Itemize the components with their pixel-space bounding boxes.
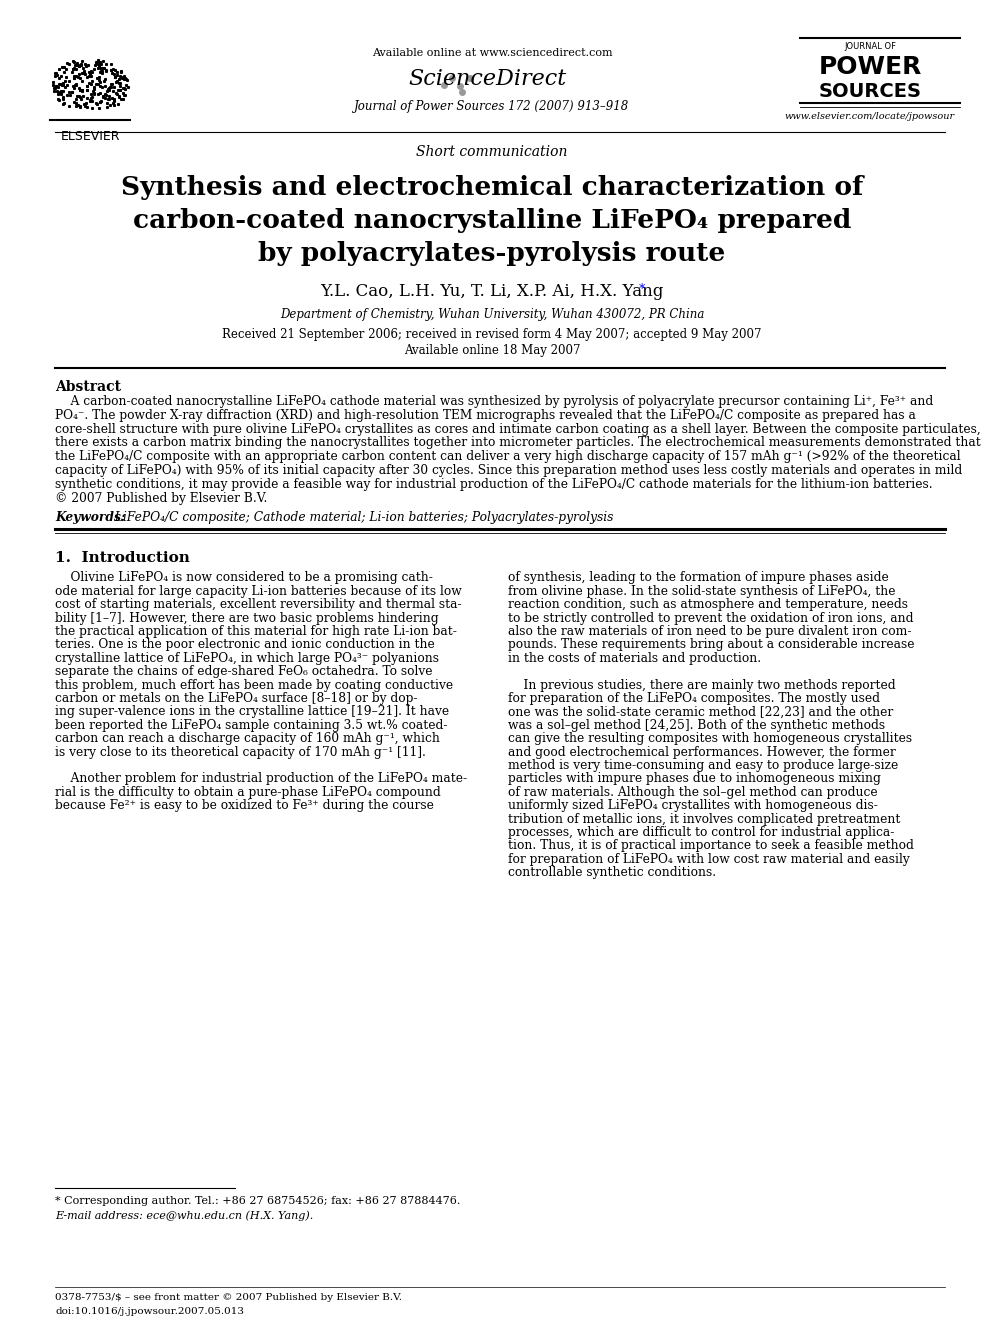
- Text: Received 21 September 2006; received in revised form 4 May 2007; accepted 9 May : Received 21 September 2006; received in …: [222, 328, 762, 341]
- Text: particles with impure phases due to inhomogeneous mixing: particles with impure phases due to inho…: [508, 773, 881, 786]
- Text: Olivine LiFePO₄ is now considered to be a promising cath-: Olivine LiFePO₄ is now considered to be …: [55, 572, 433, 585]
- Text: crystalline lattice of LiFePO₄, in which large PO₄³⁻ polyanions: crystalline lattice of LiFePO₄, in which…: [55, 652, 439, 664]
- Text: Keywords:: Keywords:: [55, 512, 125, 524]
- Text: Abstract: Abstract: [55, 380, 121, 394]
- Text: ode material for large capacity Li-ion batteries because of its low: ode material for large capacity Li-ion b…: [55, 585, 461, 598]
- Text: cost of starting materials, excellent reversibility and thermal sta-: cost of starting materials, excellent re…: [55, 598, 461, 611]
- Text: www.elsevier.com/locate/jpowsour: www.elsevier.com/locate/jpowsour: [785, 112, 955, 120]
- Text: tribution of metallic ions, it involves complicated pretreatment: tribution of metallic ions, it involves …: [508, 812, 901, 826]
- Text: E-mail address: ece@whu.edu.cn (H.X. Yang).: E-mail address: ece@whu.edu.cn (H.X. Yan…: [55, 1211, 313, 1221]
- Text: 0378-7753/$ – see front matter © 2007 Published by Elsevier B.V.: 0378-7753/$ – see front matter © 2007 Pu…: [55, 1293, 402, 1302]
- Text: to be strictly controlled to prevent the oxidation of iron ions, and: to be strictly controlled to prevent the…: [508, 611, 914, 624]
- Text: there exists a carbon matrix binding the nanocrystallites together into micromet: there exists a carbon matrix binding the…: [55, 437, 981, 450]
- Text: LiFePO₄/C composite; Cathode material; Li-ion batteries; Polyacrylates-pyrolysis: LiFePO₄/C composite; Cathode material; L…: [107, 512, 613, 524]
- Text: the practical application of this material for high rate Li-ion bat-: the practical application of this materi…: [55, 624, 457, 638]
- Text: Available online 18 May 2007: Available online 18 May 2007: [404, 344, 580, 357]
- Text: Another problem for industrial production of the LiFePO₄ mate-: Another problem for industrial productio…: [55, 773, 467, 786]
- Text: also the raw materials of iron need to be pure divalent iron com-: also the raw materials of iron need to b…: [508, 624, 912, 638]
- Text: is very close to its theoretical capacity of 170 mAh g⁻¹ [11].: is very close to its theoretical capacit…: [55, 746, 426, 758]
- Text: * Corresponding author. Tel.: +86 27 68754526; fax: +86 27 87884476.: * Corresponding author. Tel.: +86 27 687…: [55, 1196, 460, 1207]
- Text: separate the chains of edge-shared FeO₆ octahedra. To solve: separate the chains of edge-shared FeO₆ …: [55, 665, 433, 679]
- Text: In previous studies, there are mainly two methods reported: In previous studies, there are mainly tw…: [508, 679, 896, 692]
- Text: *: *: [639, 283, 645, 296]
- Text: pounds. These requirements bring about a considerable increase: pounds. These requirements bring about a…: [508, 639, 915, 651]
- Text: was a sol–gel method [24,25]. Both of the synthetic methods: was a sol–gel method [24,25]. Both of th…: [508, 718, 885, 732]
- Text: A carbon-coated nanocrystalline LiFePO₄ cathode material was synthesized by pyro: A carbon-coated nanocrystalline LiFePO₄ …: [55, 396, 933, 407]
- Text: PO₄⁻. The powder X-ray diffraction (XRD) and high-resolution TEM micrographs rev: PO₄⁻. The powder X-ray diffraction (XRD)…: [55, 409, 916, 422]
- Text: POWER: POWER: [818, 56, 922, 79]
- Text: method is very time-consuming and easy to produce large-size: method is very time-consuming and easy t…: [508, 759, 898, 773]
- Text: ing super-valence ions in the crystalline lattice [19–21]. It have: ing super-valence ions in the crystallin…: [55, 705, 449, 718]
- Text: Y.L. Cao, L.H. Yu, T. Li, X.P. Ai, H.X. Yang: Y.L. Cao, L.H. Yu, T. Li, X.P. Ai, H.X. …: [320, 283, 664, 300]
- Text: capacity of LiFePO₄) with 95% of its initial capacity after 30 cycles. Since thi: capacity of LiFePO₄) with 95% of its ini…: [55, 464, 962, 478]
- Text: Department of Chemistry, Wuhan University, Wuhan 430072, PR China: Department of Chemistry, Wuhan Universit…: [280, 308, 704, 321]
- Text: core-shell structure with pure olivine LiFePO₄ crystallites as cores and intimat: core-shell structure with pure olivine L…: [55, 422, 981, 435]
- Text: one was the solid-state ceramic method [22,23] and the other: one was the solid-state ceramic method […: [508, 705, 893, 718]
- Text: carbon can reach a discharge capacity of 160 mAh g⁻¹, which: carbon can reach a discharge capacity of…: [55, 732, 439, 745]
- Text: because Fe²⁺ is easy to be oxidized to Fe³⁺ during the course: because Fe²⁺ is easy to be oxidized to F…: [55, 799, 434, 812]
- Text: for preparation of the LiFePO₄ composites. The mostly used: for preparation of the LiFePO₄ composite…: [508, 692, 880, 705]
- Text: and good electrochemical performances. However, the former: and good electrochemical performances. H…: [508, 746, 896, 758]
- Text: of synthesis, leading to the formation of impure phases aside: of synthesis, leading to the formation o…: [508, 572, 889, 585]
- Text: Short communication: Short communication: [417, 146, 567, 159]
- Text: reaction condition, such as atmosphere and temperature, needs: reaction condition, such as atmosphere a…: [508, 598, 908, 611]
- Text: uniformly sized LiFePO₄ crystallites with homogeneous dis-: uniformly sized LiFePO₄ crystallites wit…: [508, 799, 878, 812]
- Text: rial is the difficulty to obtain a pure-phase LiFePO₄ compound: rial is the difficulty to obtain a pure-…: [55, 786, 440, 799]
- Text: been reported the LiFePO₄ sample containing 3.5 wt.% coated-: been reported the LiFePO₄ sample contain…: [55, 718, 447, 732]
- Text: Synthesis and electrochemical characterization of: Synthesis and electrochemical characteri…: [121, 175, 863, 200]
- Text: the LiFePO₄/C composite with an appropriate carbon content can deliver a very hi: the LiFePO₄/C composite with an appropri…: [55, 450, 960, 463]
- Text: ELSEVIER: ELSEVIER: [61, 130, 120, 143]
- Text: by polyacrylates-pyrolysis route: by polyacrylates-pyrolysis route: [258, 241, 725, 266]
- Text: 1.  Introduction: 1. Introduction: [55, 552, 189, 565]
- Text: of raw materials. Although the sol–gel method can produce: of raw materials. Although the sol–gel m…: [508, 786, 878, 799]
- Text: tion. Thus, it is of practical importance to seek a feasible method: tion. Thus, it is of practical importanc…: [508, 839, 914, 852]
- Text: can give the resulting composites with homogeneous crystallites: can give the resulting composites with h…: [508, 732, 912, 745]
- Text: for preparation of LiFePO₄ with low cost raw material and easily: for preparation of LiFePO₄ with low cost…: [508, 853, 910, 865]
- Text: in the costs of materials and production.: in the costs of materials and production…: [508, 652, 761, 664]
- Text: bility [1–7]. However, there are two basic problems hindering: bility [1–7]. However, there are two bas…: [55, 611, 438, 624]
- Text: © 2007 Published by Elsevier B.V.: © 2007 Published by Elsevier B.V.: [55, 492, 268, 504]
- Text: SOURCES: SOURCES: [818, 82, 922, 101]
- Text: doi:10.1016/j.jpowsour.2007.05.013: doi:10.1016/j.jpowsour.2007.05.013: [55, 1307, 244, 1316]
- Text: carbon or metals on the LiFePO₄ surface [8–18] or by dop-: carbon or metals on the LiFePO₄ surface …: [55, 692, 418, 705]
- Text: this problem, much effort has been made by coating conductive: this problem, much effort has been made …: [55, 679, 453, 692]
- Text: JOURNAL OF: JOURNAL OF: [844, 42, 896, 52]
- Text: teries. One is the poor electronic and ionic conduction in the: teries. One is the poor electronic and i…: [55, 639, 434, 651]
- Text: Journal of Power Sources 172 (2007) 913–918: Journal of Power Sources 172 (2007) 913–…: [354, 101, 630, 112]
- Text: ScienceDirect: ScienceDirect: [408, 67, 566, 90]
- Text: processes, which are difficult to control for industrial applica-: processes, which are difficult to contro…: [508, 826, 895, 839]
- Text: carbon-coated nanocrystalline LiFePO₄ prepared: carbon-coated nanocrystalline LiFePO₄ pr…: [133, 208, 851, 233]
- Text: from olivine phase. In the solid-state synthesis of LiFePO₄, the: from olivine phase. In the solid-state s…: [508, 585, 896, 598]
- Text: controllable synthetic conditions.: controllable synthetic conditions.: [508, 867, 716, 880]
- Text: Available online at www.sciencedirect.com: Available online at www.sciencedirect.co…: [372, 48, 612, 58]
- Text: synthetic conditions, it may provide a feasible way for industrial production of: synthetic conditions, it may provide a f…: [55, 478, 932, 491]
